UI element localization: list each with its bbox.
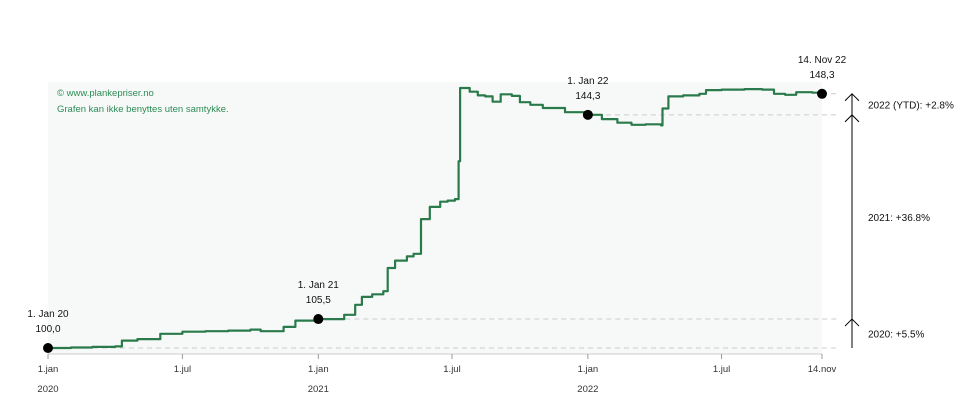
change-arrowhead-1 (844, 114, 860, 123)
x-axis: 1.jan 2020 1.jul 1.jan 2021 1.jul 1.jan 2022 1.j… (37, 353, 837, 395)
marker-dot-1 (313, 314, 324, 325)
series-group (48, 86, 824, 350)
price-line-0 (48, 86, 824, 350)
change-arrowhead-2 (844, 93, 860, 102)
x-tick-label-3: 1.jul (443, 364, 460, 375)
marker-date-label-1: 1. Jan 21 (298, 280, 340, 291)
x-tick-label-1: 1.jul (174, 364, 191, 375)
x-year-label-0: 2020 (37, 384, 58, 395)
x-year-label-4: 2022 (577, 384, 598, 395)
marker-dot-0 (43, 343, 53, 353)
copyright-label: © www.plankepriser.no (57, 88, 154, 99)
marker-value-label-0: 100,0 (35, 324, 60, 335)
marker-value-label-3: 148,3 (809, 70, 834, 81)
marker-date-label-2: 1. Jan 22 (567, 76, 609, 87)
marker-dot-2 (582, 109, 593, 120)
change-label-1: 2021: +36.8% (868, 213, 930, 224)
plot-background (48, 82, 822, 354)
marker-value-label-2: 144,3 (575, 91, 600, 102)
x-tick-label-5: 1.jul (713, 364, 730, 375)
x-tick-label-0: 1.jan (38, 364, 59, 375)
marker-value-label-1: 105,5 (306, 295, 331, 306)
change-label-0: 2020: +5.5% (868, 330, 925, 341)
marker-date-label-3: 14. Nov 22 (798, 55, 847, 66)
marker-dot-3 (817, 88, 827, 99)
usage-notice: Grafen kan ikke benyttes uten samtykke. (57, 104, 229, 115)
marker-date-label-0: 1. Jan 20 (27, 309, 69, 320)
x-year-label-2: 2021 (308, 384, 329, 395)
x-tick-label-2: 1.jan (308, 364, 329, 375)
change-arrowhead-0 (844, 318, 860, 327)
change-label-2: 2022 (YTD): +2.8% (868, 100, 954, 111)
markers-group: 1. Jan 20 100,0 1. Jan 21 105,5 1. Jan 22 144… (27, 55, 847, 353)
x-tick-label-4: 1.jan (578, 364, 599, 375)
x-tick-label-6: 14.nov (808, 364, 837, 375)
change-annotations: 2020: +5.5% 2021: +36.8% 2022 (YTD): +2.8% (844, 93, 954, 348)
